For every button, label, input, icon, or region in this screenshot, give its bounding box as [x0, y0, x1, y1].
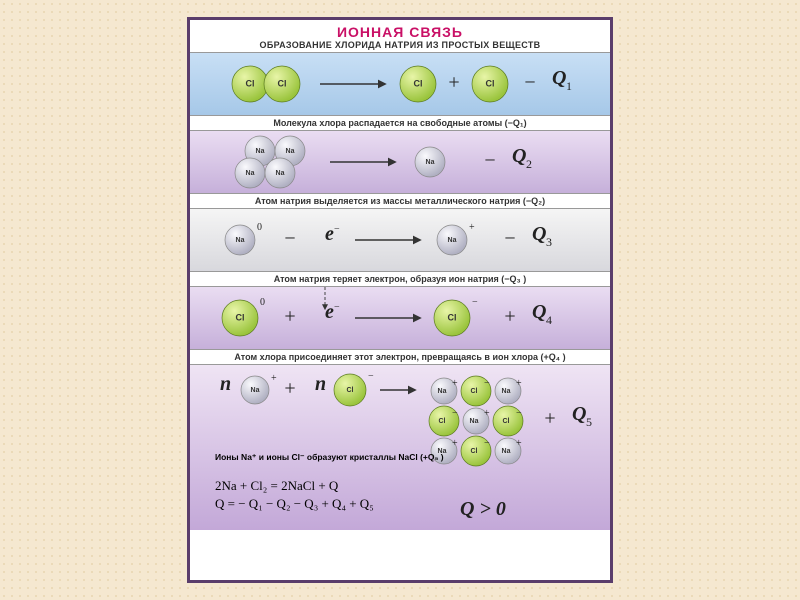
svg-text:−: − — [484, 438, 490, 449]
svg-text:−: − — [484, 378, 490, 389]
svg-text:Na: Na — [251, 387, 260, 394]
svg-text:−: − — [472, 297, 478, 308]
svg-text:−: − — [334, 302, 340, 313]
chemistry-poster: ИОННАЯ СВЯЗЬ ОБРАЗОВАНИЕ ХЛОРИДА НАТРИЯ … — [187, 17, 613, 583]
svg-text:Cl: Cl — [471, 448, 478, 455]
svg-text:Ионы Na⁺ и ионы Cl⁻ образуют к: Ионы Na⁺ и ионы Cl⁻ образуют кристаллы N… — [215, 452, 444, 462]
panel-p5: nNa++nCl−Na+Cl−Na+Cl−Na+Cl−Na+Cl−Na++Q5И… — [190, 364, 610, 530]
svg-text:+: + — [544, 408, 555, 430]
svg-text:+: + — [484, 408, 490, 419]
svg-text:+: + — [452, 438, 458, 449]
svg-text:Q > 0: Q > 0 — [460, 498, 506, 520]
svg-text:−: − — [516, 408, 522, 419]
svg-text:+: + — [504, 306, 515, 328]
poster-title: ИОННАЯ СВЯЗЬ — [190, 24, 610, 40]
svg-text:−: − — [504, 228, 515, 250]
svg-text:Q: Q — [572, 403, 586, 425]
svg-text:Na: Na — [426, 159, 435, 166]
panel-p4: Cl0Cl−+e−+Q4 — [190, 286, 610, 349]
svg-text:Cl: Cl — [439, 418, 446, 425]
poster-subtitle: ОБРАЗОВАНИЕ ХЛОРИДА НАТРИЯ ИЗ ПРОСТЫХ ВЕ… — [190, 40, 610, 50]
svg-text:Q: Q — [532, 223, 546, 245]
svg-text:Cl: Cl — [486, 78, 495, 88]
svg-text:Na: Na — [502, 448, 511, 455]
svg-text:3: 3 — [546, 235, 552, 249]
svg-text:Q: Q — [512, 145, 526, 167]
svg-text:Q = − Q₁ − Q₂ − Q₃ + Q₄ + Q₅: Q = − Q₁ − Q₂ − Q₃ + Q₄ + Q₅ — [215, 496, 374, 511]
svg-text:−: − — [284, 228, 295, 250]
panel-p1: Cl Cl Cl Cl + −Q1 — [190, 52, 610, 115]
svg-text:−: − — [484, 150, 495, 172]
svg-text:0: 0 — [257, 222, 262, 233]
svg-text:Na: Na — [236, 237, 245, 244]
svg-text:Na: Na — [256, 148, 265, 155]
svg-text:Cl: Cl — [236, 312, 245, 322]
svg-text:+: + — [284, 378, 295, 400]
svg-text:Cl: Cl — [503, 418, 510, 425]
svg-text:Q: Q — [552, 67, 566, 89]
svg-text:e: e — [325, 301, 334, 323]
caption-p3: Атом натрия теряет электрон, образуя ион… — [190, 271, 610, 286]
svg-text:Cl: Cl — [448, 312, 457, 322]
svg-text:−: − — [524, 72, 535, 94]
caption-p4: Атом хлора присоединяет этот электрон, п… — [190, 349, 610, 364]
svg-text:+: + — [448, 72, 459, 94]
svg-text:2Na + Cl₂ = 2NaCl + Q: 2Na + Cl₂ = 2NaCl + Q — [215, 478, 339, 493]
svg-text:5: 5 — [586, 415, 592, 429]
svg-text:Na: Na — [246, 170, 255, 177]
svg-text:Na: Na — [502, 388, 511, 395]
svg-text:Cl: Cl — [414, 78, 423, 88]
svg-text:−: − — [452, 408, 458, 419]
caption-p2: Атом натрия выделяется из массы металлич… — [190, 193, 610, 208]
header: ИОННАЯ СВЯЗЬ ОБРАЗОВАНИЕ ХЛОРИДА НАТРИЯ … — [190, 20, 610, 52]
svg-text:e: e — [325, 223, 334, 245]
svg-text:Cl: Cl — [246, 78, 255, 88]
svg-text:Q: Q — [532, 301, 546, 323]
svg-text:Na: Na — [276, 170, 285, 177]
caption-p1: Молекула хлора распадается на свободные … — [190, 115, 610, 130]
svg-text:+: + — [271, 373, 277, 384]
panel-p3: Na0Na+−e−−Q3 — [190, 208, 610, 271]
svg-text:+: + — [284, 306, 295, 328]
svg-text:1: 1 — [566, 79, 572, 93]
svg-text:Na: Na — [438, 388, 447, 395]
svg-text:Na: Na — [448, 237, 457, 244]
svg-text:−: − — [334, 224, 340, 235]
svg-text:Na: Na — [286, 148, 295, 155]
svg-text:4: 4 — [546, 313, 552, 327]
svg-text:2: 2 — [526, 157, 532, 171]
svg-text:n: n — [220, 373, 231, 395]
panels-container: ClClClCl+−Q1Молекула хлора распадается н… — [190, 52, 610, 530]
svg-text:+: + — [452, 378, 458, 389]
svg-text:Cl: Cl — [347, 387, 354, 394]
svg-text:+: + — [516, 438, 522, 449]
svg-text:Na: Na — [470, 418, 479, 425]
svg-text:−: − — [368, 371, 374, 382]
svg-text:Cl: Cl — [278, 78, 287, 88]
svg-text:Cl: Cl — [471, 388, 478, 395]
svg-text:0: 0 — [260, 297, 265, 308]
svg-text:+: + — [469, 222, 475, 233]
panel-p2: Na Na Na Na Na −Q2 — [190, 130, 610, 193]
svg-text:n: n — [315, 373, 326, 395]
svg-text:+: + — [516, 378, 522, 389]
